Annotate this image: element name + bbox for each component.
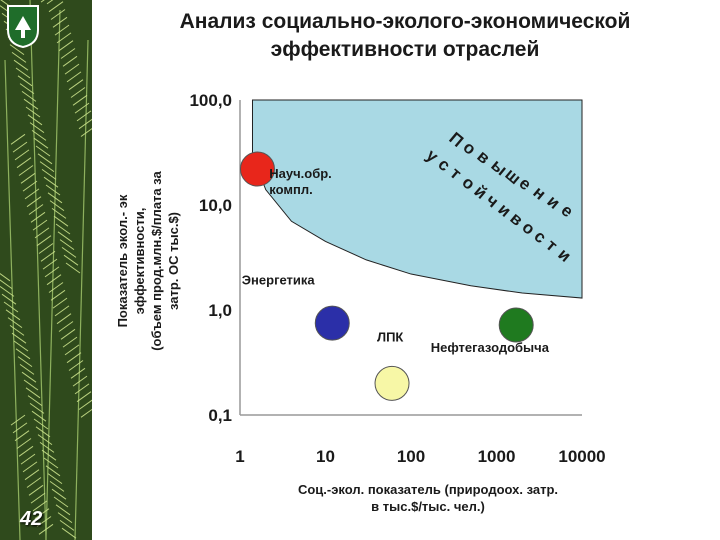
data-point-label: Науч.обр. компл. <box>269 166 332 197</box>
x-axis-label: Соц.-экол. показатель (природоох. затр. … <box>238 481 618 515</box>
data-point <box>498 307 534 343</box>
y-tick-label: 100,0 <box>189 91 232 110</box>
data-point <box>374 365 410 401</box>
x-tick-label: 10000 <box>558 447 605 466</box>
data-point-label: Нефтегазодобыча <box>431 340 550 355</box>
y-axis-label: Показатель экол.- эк эффективности, (объ… <box>108 150 188 372</box>
data-points <box>239 151 534 401</box>
x-tick-label: 10 <box>316 447 335 466</box>
ylabel-line: затр. ОС тыс.$) <box>166 211 181 311</box>
data-point-label: ЛПК <box>377 330 403 345</box>
data-point-label: Энергетика <box>242 272 316 287</box>
page-title: Анализ социально-эколого-экономической э… <box>100 8 710 64</box>
ylabel-line: эффективности, <box>132 207 147 315</box>
x-tick-label: 1000 <box>478 447 516 466</box>
data-point-labels: Науч.обр. компл. Энергетика ЛПК Нефтегазодоб… <box>242 166 550 355</box>
title-line: Анализ социально-эколого-экономической <box>179 10 631 33</box>
data-point <box>239 151 275 187</box>
x-tick-label: 100 <box>397 447 425 466</box>
y-tick-label: 0,1 <box>208 406 232 425</box>
title-line: эффективности отраслей <box>270 38 540 61</box>
data-point <box>314 305 350 341</box>
pine-branch-background <box>0 0 92 540</box>
coat-of-arms-icon <box>7 5 39 48</box>
ylabel-line: (объем прод.млн.$/плата за <box>149 171 164 351</box>
y-tick-labels: 0,1 1,0 10,0 100,0 <box>189 91 232 425</box>
y-tick-label: 1,0 <box>208 301 232 320</box>
x-tick-labels: 1 10 100 1000 10000 <box>235 447 605 466</box>
x-tick-label: 1 <box>235 447 244 466</box>
xlabel-line: Соц.-экол. показатель (природоох. затр. <box>297 482 559 497</box>
slide-number: 42 <box>20 508 43 530</box>
ylabel-line: Показатель экол.- эк <box>115 194 130 328</box>
xlabel-line: в тыс.$/тыс. чел.) <box>371 499 485 514</box>
y-tick-label: 10,0 <box>199 196 232 215</box>
